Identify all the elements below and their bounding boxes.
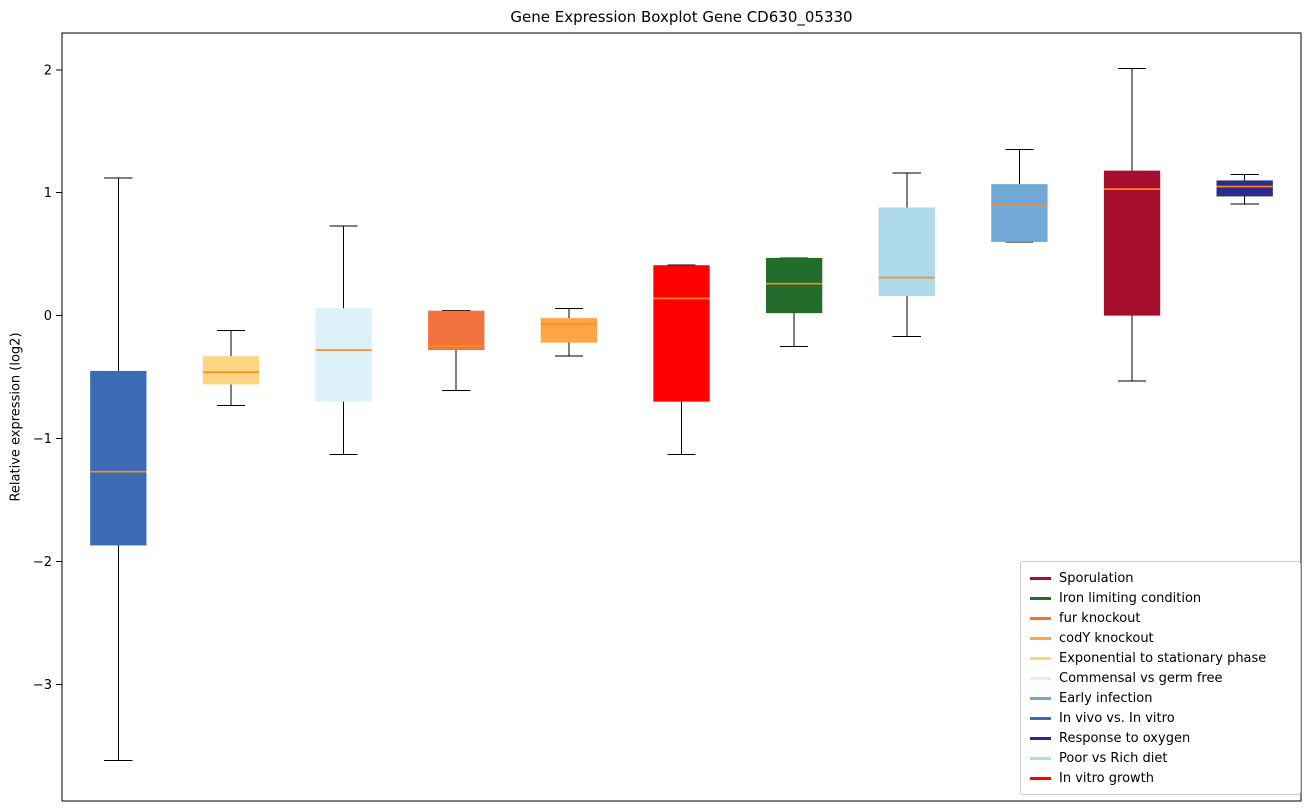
boxplot-in-vitro-growth (653, 264, 710, 455)
legend-item-response-to-oxygen: Response to oxygen (1030, 728, 1291, 748)
legend-item-poor-vs-rich-diet: Poor vs Rich diet (1030, 748, 1291, 768)
legend-label: Early infection (1059, 690, 1153, 706)
box-body (1103, 170, 1161, 316)
boxplot-fur-knockout (428, 310, 485, 392)
legend-item-iron-limiting-condition: Iron limiting condition (1030, 588, 1291, 608)
legend-swatch (1030, 616, 1051, 620)
legend-swatch (1030, 776, 1051, 780)
legend-swatch (1030, 736, 1051, 740)
legend-item-exponential-to-stationary-phase: Exponential to stationary phase (1030, 648, 1291, 668)
legend-label: Sporulation (1059, 570, 1134, 586)
legend-label: Iron limiting condition (1059, 590, 1202, 606)
legend-swatch (1030, 676, 1051, 680)
legend-item-early-infection: Early infection (1030, 688, 1291, 708)
y-tick-label: 2 (44, 63, 52, 78)
box-body (991, 184, 1048, 242)
legend-label: Exponential to stationary phase (1059, 650, 1267, 666)
boxplot-sporulation (1103, 68, 1161, 382)
box-body (90, 370, 147, 546)
y-axis-label: Relative expression (log2) (8, 332, 24, 502)
legend-swatch (1030, 716, 1051, 720)
y-tick-label: −2 (33, 555, 52, 570)
legend-item-commensal-vs-germ-free: Commensal vs germ free (1030, 668, 1291, 688)
legend-label: Commensal vs germ free (1059, 670, 1223, 686)
box-body (653, 265, 710, 402)
legend-label: In vivo vs. In vitro (1059, 710, 1175, 726)
boxplot-cody-knockout (540, 307, 598, 357)
boxplot-exponential-to-stationary-phase (202, 329, 260, 406)
legend: Sporulation Iron limiting condition fur kn… (1020, 561, 1301, 795)
legend-label: fur knockout (1059, 610, 1141, 626)
box-body (202, 356, 260, 385)
box-body (428, 310, 485, 351)
boxplot-iron-limiting-condition (765, 257, 823, 347)
legend-item-fur-knockout: fur knockout (1030, 608, 1291, 628)
legend-item-in-vitro-growth: In vitro growth (1030, 768, 1291, 788)
legend-swatch (1030, 596, 1051, 600)
box-body (765, 257, 823, 314)
legend-label: Poor vs Rich diet (1059, 750, 1168, 766)
legend-label: In vitro growth (1059, 770, 1154, 786)
legend-swatch (1030, 756, 1051, 760)
legend-label: Response to oxygen (1059, 730, 1191, 746)
y-tick-label: 1 (44, 186, 52, 201)
box-body (540, 318, 598, 343)
box-body (1216, 180, 1273, 197)
legend-swatch (1030, 576, 1051, 580)
chart-title: Gene Expression Boxplot Gene CD630_05330 (510, 8, 853, 26)
legend-swatch (1030, 636, 1051, 640)
box-body (878, 207, 935, 296)
legend-label: codY knockout (1059, 630, 1154, 646)
legend-item-in-vivo-vs-in-vitro: In vivo vs. In vitro (1030, 708, 1291, 728)
legend-swatch (1030, 696, 1051, 700)
boxplot-in-vivo-vs-in-vitro (90, 177, 147, 761)
y-tick-label: −1 (33, 432, 52, 447)
axes-frame (61, 32, 1302, 802)
box-body (315, 308, 372, 402)
legend-item-cody-knockout: codY knockout (1030, 628, 1291, 648)
boxplot-response-to-oxygen (1216, 173, 1273, 205)
boxplot-commensal-vs-germ-free (315, 225, 372, 455)
boxplot-early-infection (991, 149, 1048, 243)
y-tick-label: 0 (44, 309, 52, 324)
boxplot-poor-vs-rich-diet (878, 172, 935, 338)
legend-swatch (1030, 656, 1051, 660)
y-tick-label: −3 (33, 678, 52, 693)
legend-item-sporulation: Sporulation (1030, 568, 1291, 588)
